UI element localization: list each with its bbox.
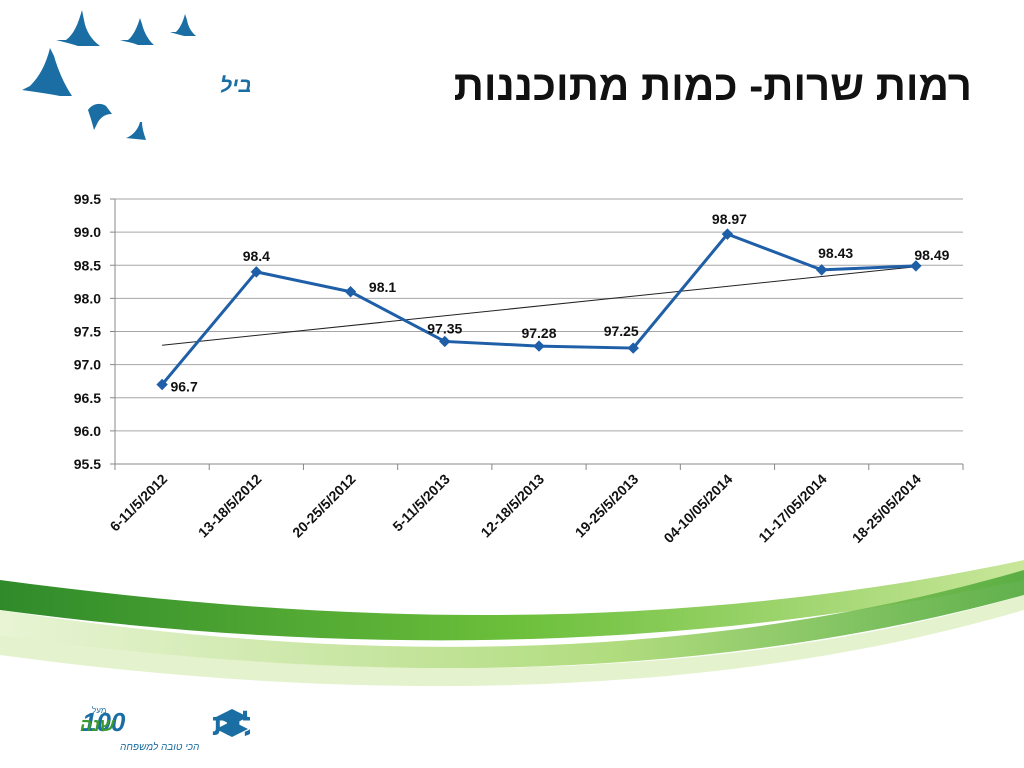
line-chart: 95.5 96.0 96.5 97.0 97.5 98.0 98.5 99.0 99.5 6-1… (74, 191, 964, 546)
data-label: 97.25 (604, 323, 639, 339)
trendline-group (162, 266, 916, 346)
x-tick-label: 04-10/05/2014 (660, 471, 735, 546)
data-label: 97.28 (521, 325, 556, 341)
series-line (160, 232, 916, 386)
x-tick-label: 20-25/5/2012 (289, 471, 359, 541)
x-tick-label: 13-18/5/2012 (195, 471, 265, 541)
data-label: 98.4 (243, 248, 270, 264)
y-tick-label: 99.5 (74, 191, 101, 207)
data-point-marker (156, 378, 168, 391)
data-label: 98.97 (712, 211, 747, 227)
y-tick-label: 99.0 (74, 224, 101, 240)
clalit-emblem-icon (216, 709, 248, 737)
data-point-marker (721, 228, 734, 240)
y-tick-label: 97.5 (74, 324, 101, 340)
data-label: 96.7 (170, 379, 197, 395)
bird-icon (126, 122, 146, 140)
data-label: 98.1 (369, 279, 396, 295)
series-group (156, 228, 922, 391)
data-point-marker (815, 264, 828, 276)
bird-icon (170, 14, 196, 36)
y-tick-label: 97.0 (74, 357, 101, 373)
bird-icon (120, 18, 154, 45)
footer-logo: כללית 100 מעל שנה הכי טובה למשפחה (80, 706, 250, 753)
top-logo-text: מחויבים להוביל (220, 74, 250, 97)
x-axis-tick-labels: 6-11/5/2012 13-18/5/2012 20-25/5/2012 5-11/… (107, 471, 925, 546)
data-labels: 96.7 98.4 98.1 97.35 97.28 97.25 98.97 98.43 98.… (170, 211, 949, 394)
footer-brand: כללית (212, 709, 250, 742)
bird-icon (22, 48, 72, 96)
x-tick-label: 6-11/5/2012 (107, 471, 171, 535)
footer-tagline: הכי טובה למשפחה (120, 741, 199, 753)
data-label: 98.49 (914, 247, 949, 263)
data-point-marker (439, 335, 451, 348)
footer-years-small: מעל (92, 706, 106, 715)
top-logo: מחויבים להוביל (22, 10, 250, 140)
data-point-marker (250, 266, 263, 278)
axes (110, 198, 964, 470)
footer-years-number: 100 (82, 707, 126, 737)
x-tick-label: 11-17/05/2014 (755, 471, 830, 546)
y-tick-label: 96.0 (74, 423, 101, 439)
y-tick-label: 96.5 (74, 390, 101, 406)
x-tick-label: 18-25/05/2014 (849, 471, 924, 546)
green-swoosh-decoration (0, 560, 1024, 687)
trendline (162, 266, 916, 346)
x-tick-label: 5-11/5/2013 (389, 471, 453, 535)
bird-icon (56, 10, 100, 46)
data-point-marker (627, 342, 639, 354)
data-label: 97.35 (427, 320, 462, 336)
y-tick-label: 98.0 (74, 290, 101, 306)
data-point-marker (344, 286, 357, 298)
x-tick-label: 19-25/5/2013 (572, 471, 642, 541)
data-label: 98.43 (818, 245, 853, 261)
data-point-marker (910, 260, 922, 272)
data-point-marker (533, 340, 545, 352)
footer-years-word: שנה (80, 715, 116, 735)
x-tick-label: 12-18/5/2013 (477, 471, 547, 541)
y-tick-label: 95.5 (74, 456, 101, 472)
slide-title: רמות שרות- כמות מתוכננות (453, 62, 972, 109)
bird-icon (88, 103, 112, 130)
y-tick-label: 98.5 (74, 257, 101, 273)
y-axis-tick-labels: 95.5 96.0 96.5 97.0 97.5 98.0 98.5 99.0 99.5 (74, 191, 101, 472)
